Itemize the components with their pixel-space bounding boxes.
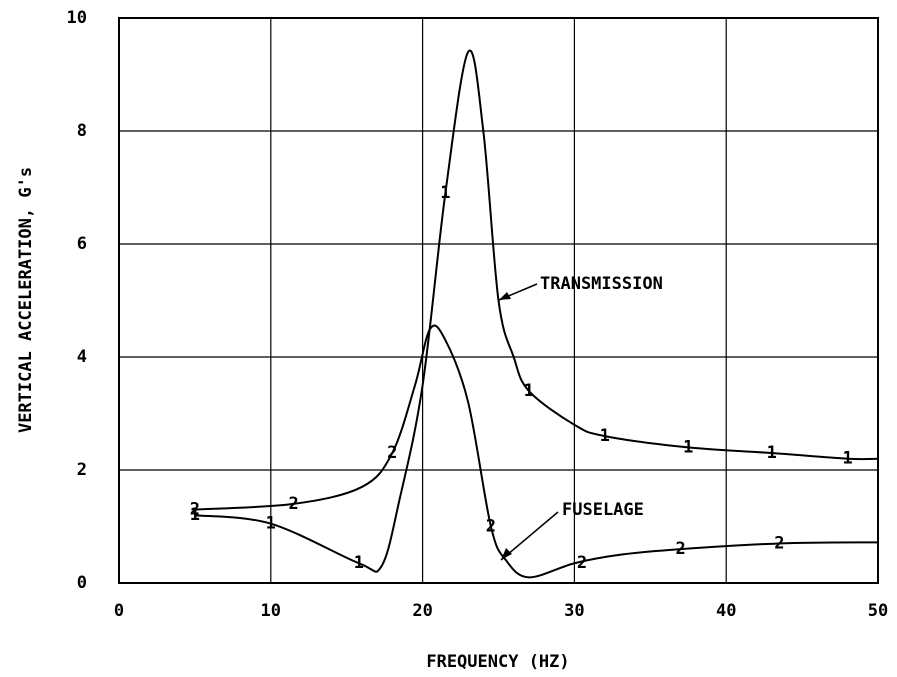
data-line: [194, 324, 879, 579]
y-tick-label: 8: [77, 121, 87, 141]
y-axis-label: VERTICAL ACCELERATION, G's: [16, 167, 36, 433]
point-marker: 1: [683, 437, 693, 457]
annotation-arrow: [500, 511, 559, 561]
x-tick-label: 30: [564, 601, 584, 621]
point-marker: 2: [190, 500, 200, 520]
point-marker: 1: [354, 553, 364, 573]
point-marker: 2: [577, 553, 587, 573]
point-marker: 2: [774, 533, 784, 553]
point-marker: 2: [486, 517, 496, 537]
x-tick-label: 0: [114, 601, 124, 621]
y-tick-label: 2: [77, 460, 87, 480]
point-marker: 2: [676, 539, 686, 559]
x-tick-label: 10: [261, 601, 281, 621]
x-tick-label: 20: [412, 601, 432, 621]
arrow-head: [501, 548, 512, 560]
point-marker: 1: [767, 443, 777, 463]
point-marker: 2: [288, 494, 298, 514]
annotation: TRANSMISSION: [540, 274, 663, 294]
y-tick-label: 10: [67, 8, 87, 28]
y-tick-label: 4: [77, 347, 87, 367]
point-marker: 1: [600, 426, 610, 446]
point-marker: 1: [440, 183, 450, 203]
point-marker: 1: [266, 514, 276, 534]
x-tick-label: 50: [868, 601, 888, 621]
x-tick-label: 40: [716, 601, 736, 621]
point-marker: 1: [524, 381, 534, 401]
point-marker: 1: [190, 505, 200, 525]
point-marker: 1: [843, 449, 853, 469]
arrow-head: [499, 292, 511, 300]
point-marker: 2: [387, 443, 397, 463]
plot-frame: [118, 17, 879, 584]
annotation: FUSELAGE: [562, 500, 644, 520]
x-axis-label: FREQUENCY (HZ): [426, 652, 569, 672]
y-tick-label: 6: [77, 234, 87, 254]
data-line: [194, 49, 879, 573]
y-tick-label: 0: [77, 573, 87, 593]
